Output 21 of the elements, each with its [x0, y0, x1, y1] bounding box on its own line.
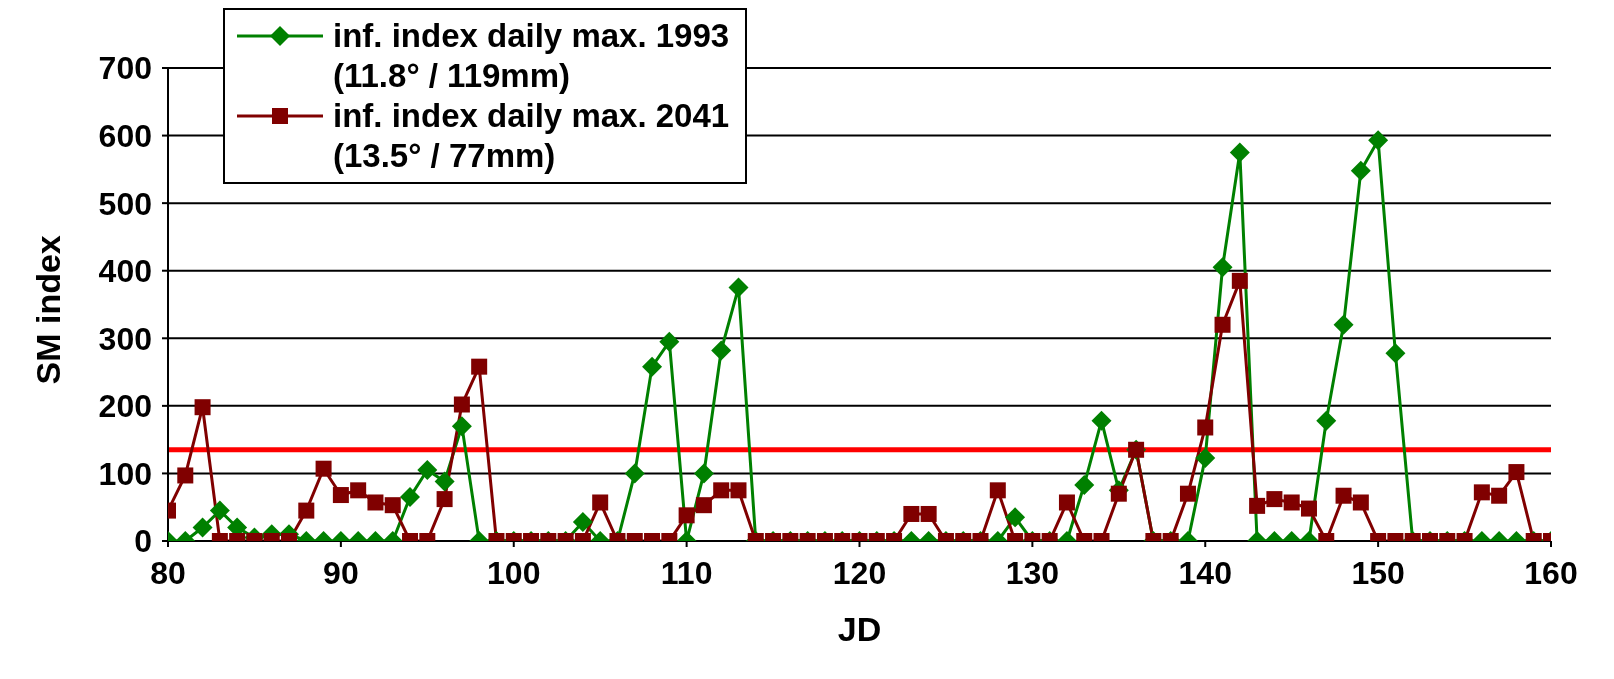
- y-tick-label: 700: [98, 50, 152, 87]
- y-tick-label: 500: [98, 185, 152, 222]
- y-tick-label: 600: [98, 117, 152, 154]
- y-tick-label: 100: [98, 455, 152, 492]
- x-tick-label: 90: [323, 554, 359, 591]
- y-tick-label: 300: [98, 320, 152, 357]
- x-tick-label: 120: [832, 554, 887, 591]
- x-axis-title: JD: [837, 610, 882, 648]
- y-tick-label: 400: [98, 253, 152, 290]
- y-tick-label: 200: [98, 388, 152, 425]
- legend-label: inf. index daily max. 1993 (11.8° / 119mm): [333, 16, 731, 96]
- x-tick-label: 110: [660, 554, 713, 591]
- x-tick-label: 130: [1005, 554, 1060, 591]
- x-tick-label: 150: [1351, 554, 1405, 591]
- legend-label: inf. index daily max. 2041 (13.5° / 77mm): [333, 96, 731, 176]
- x-tick-label: 100: [487, 554, 541, 591]
- x-tick-label: 80: [150, 554, 186, 591]
- y-tick-label: 0: [134, 523, 152, 560]
- x-tick-label: 140: [1178, 554, 1232, 591]
- x-tick-label: 160: [1524, 554, 1578, 591]
- y-axis-title: SM index: [29, 235, 68, 385]
